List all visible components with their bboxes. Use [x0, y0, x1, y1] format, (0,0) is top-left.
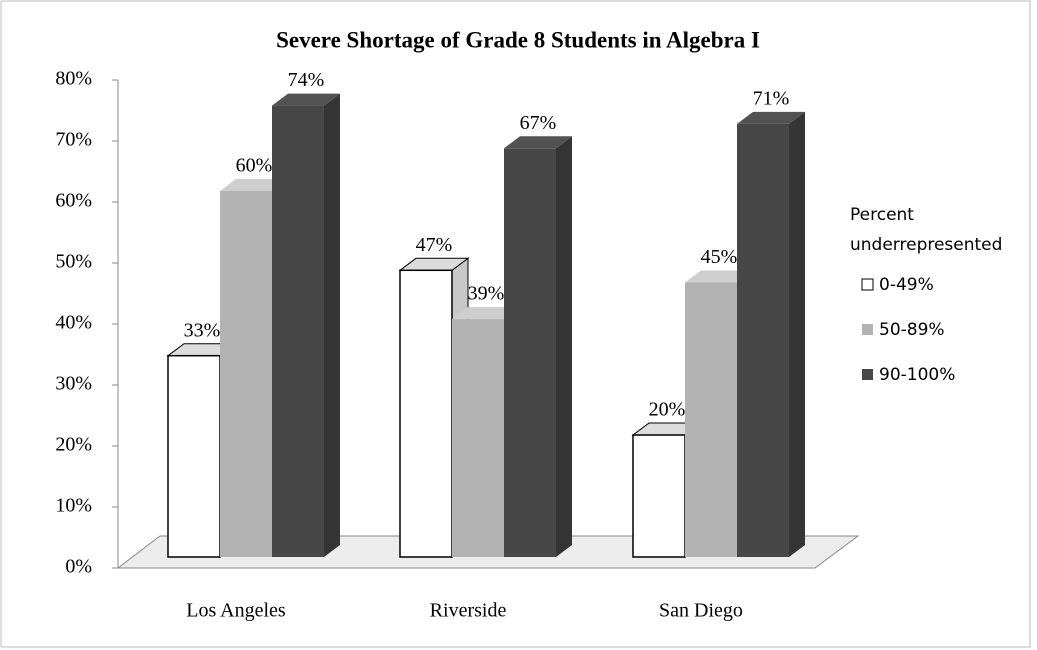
bar-top: [737, 111, 805, 124]
value-label: 33%: [184, 319, 221, 341]
legend-swatch: [862, 324, 873, 335]
bar-top: [272, 93, 340, 106]
y-tick-label: 40%: [55, 312, 92, 334]
bar-side: [789, 111, 805, 558]
bar: [685, 282, 737, 557]
value-label: 39%: [468, 283, 505, 305]
bar: [452, 319, 504, 557]
bar-top: [452, 307, 520, 320]
x-tick-label: Los Angeles: [186, 600, 286, 622]
legend-title: Percent underrepresented: [850, 205, 1003, 255]
legend-swatch: [861, 278, 874, 291]
value-label: 20%: [649, 399, 686, 421]
bar: [737, 123, 789, 558]
x-tick-label: San Diego: [659, 600, 743, 622]
bar: [220, 191, 272, 557]
y-tick-label: 30%: [55, 373, 92, 395]
bar: [399, 269, 453, 558]
value-label: 74%: [288, 69, 325, 91]
bar: [167, 354, 221, 558]
y-tick-label: 50%: [55, 251, 92, 273]
bar: [272, 105, 324, 557]
x-tick-label: Riverside: [430, 600, 507, 622]
y-tick-label: 80%: [55, 68, 92, 90]
legend-label: 50-89%: [879, 320, 945, 340]
bar: [632, 434, 686, 558]
value-label: 60%: [236, 155, 273, 177]
legend-swatch: [862, 369, 873, 380]
value-label: 45%: [701, 246, 738, 268]
value-label: 47%: [416, 234, 453, 256]
y-tick-label: 0%: [65, 556, 92, 578]
value-label: 67%: [520, 112, 557, 134]
bar-top: [220, 179, 288, 191]
chart-title: Severe Shortage of Grade 8 Students in A…: [276, 27, 760, 52]
value-label: 71%: [753, 87, 790, 109]
y-tick-label: 10%: [55, 495, 92, 517]
legend-label: 90-100%: [879, 365, 955, 385]
bar-side: [324, 93, 340, 557]
bar-side: [556, 136, 572, 558]
bar: [504, 148, 556, 558]
y-tick-label: 60%: [55, 190, 92, 212]
y-tick-label: 20%: [55, 434, 92, 456]
y-tick-label: 70%: [55, 129, 92, 151]
bar-top: [685, 270, 753, 283]
bar-top: [504, 136, 572, 149]
legend-label: 0-49%: [879, 275, 934, 295]
